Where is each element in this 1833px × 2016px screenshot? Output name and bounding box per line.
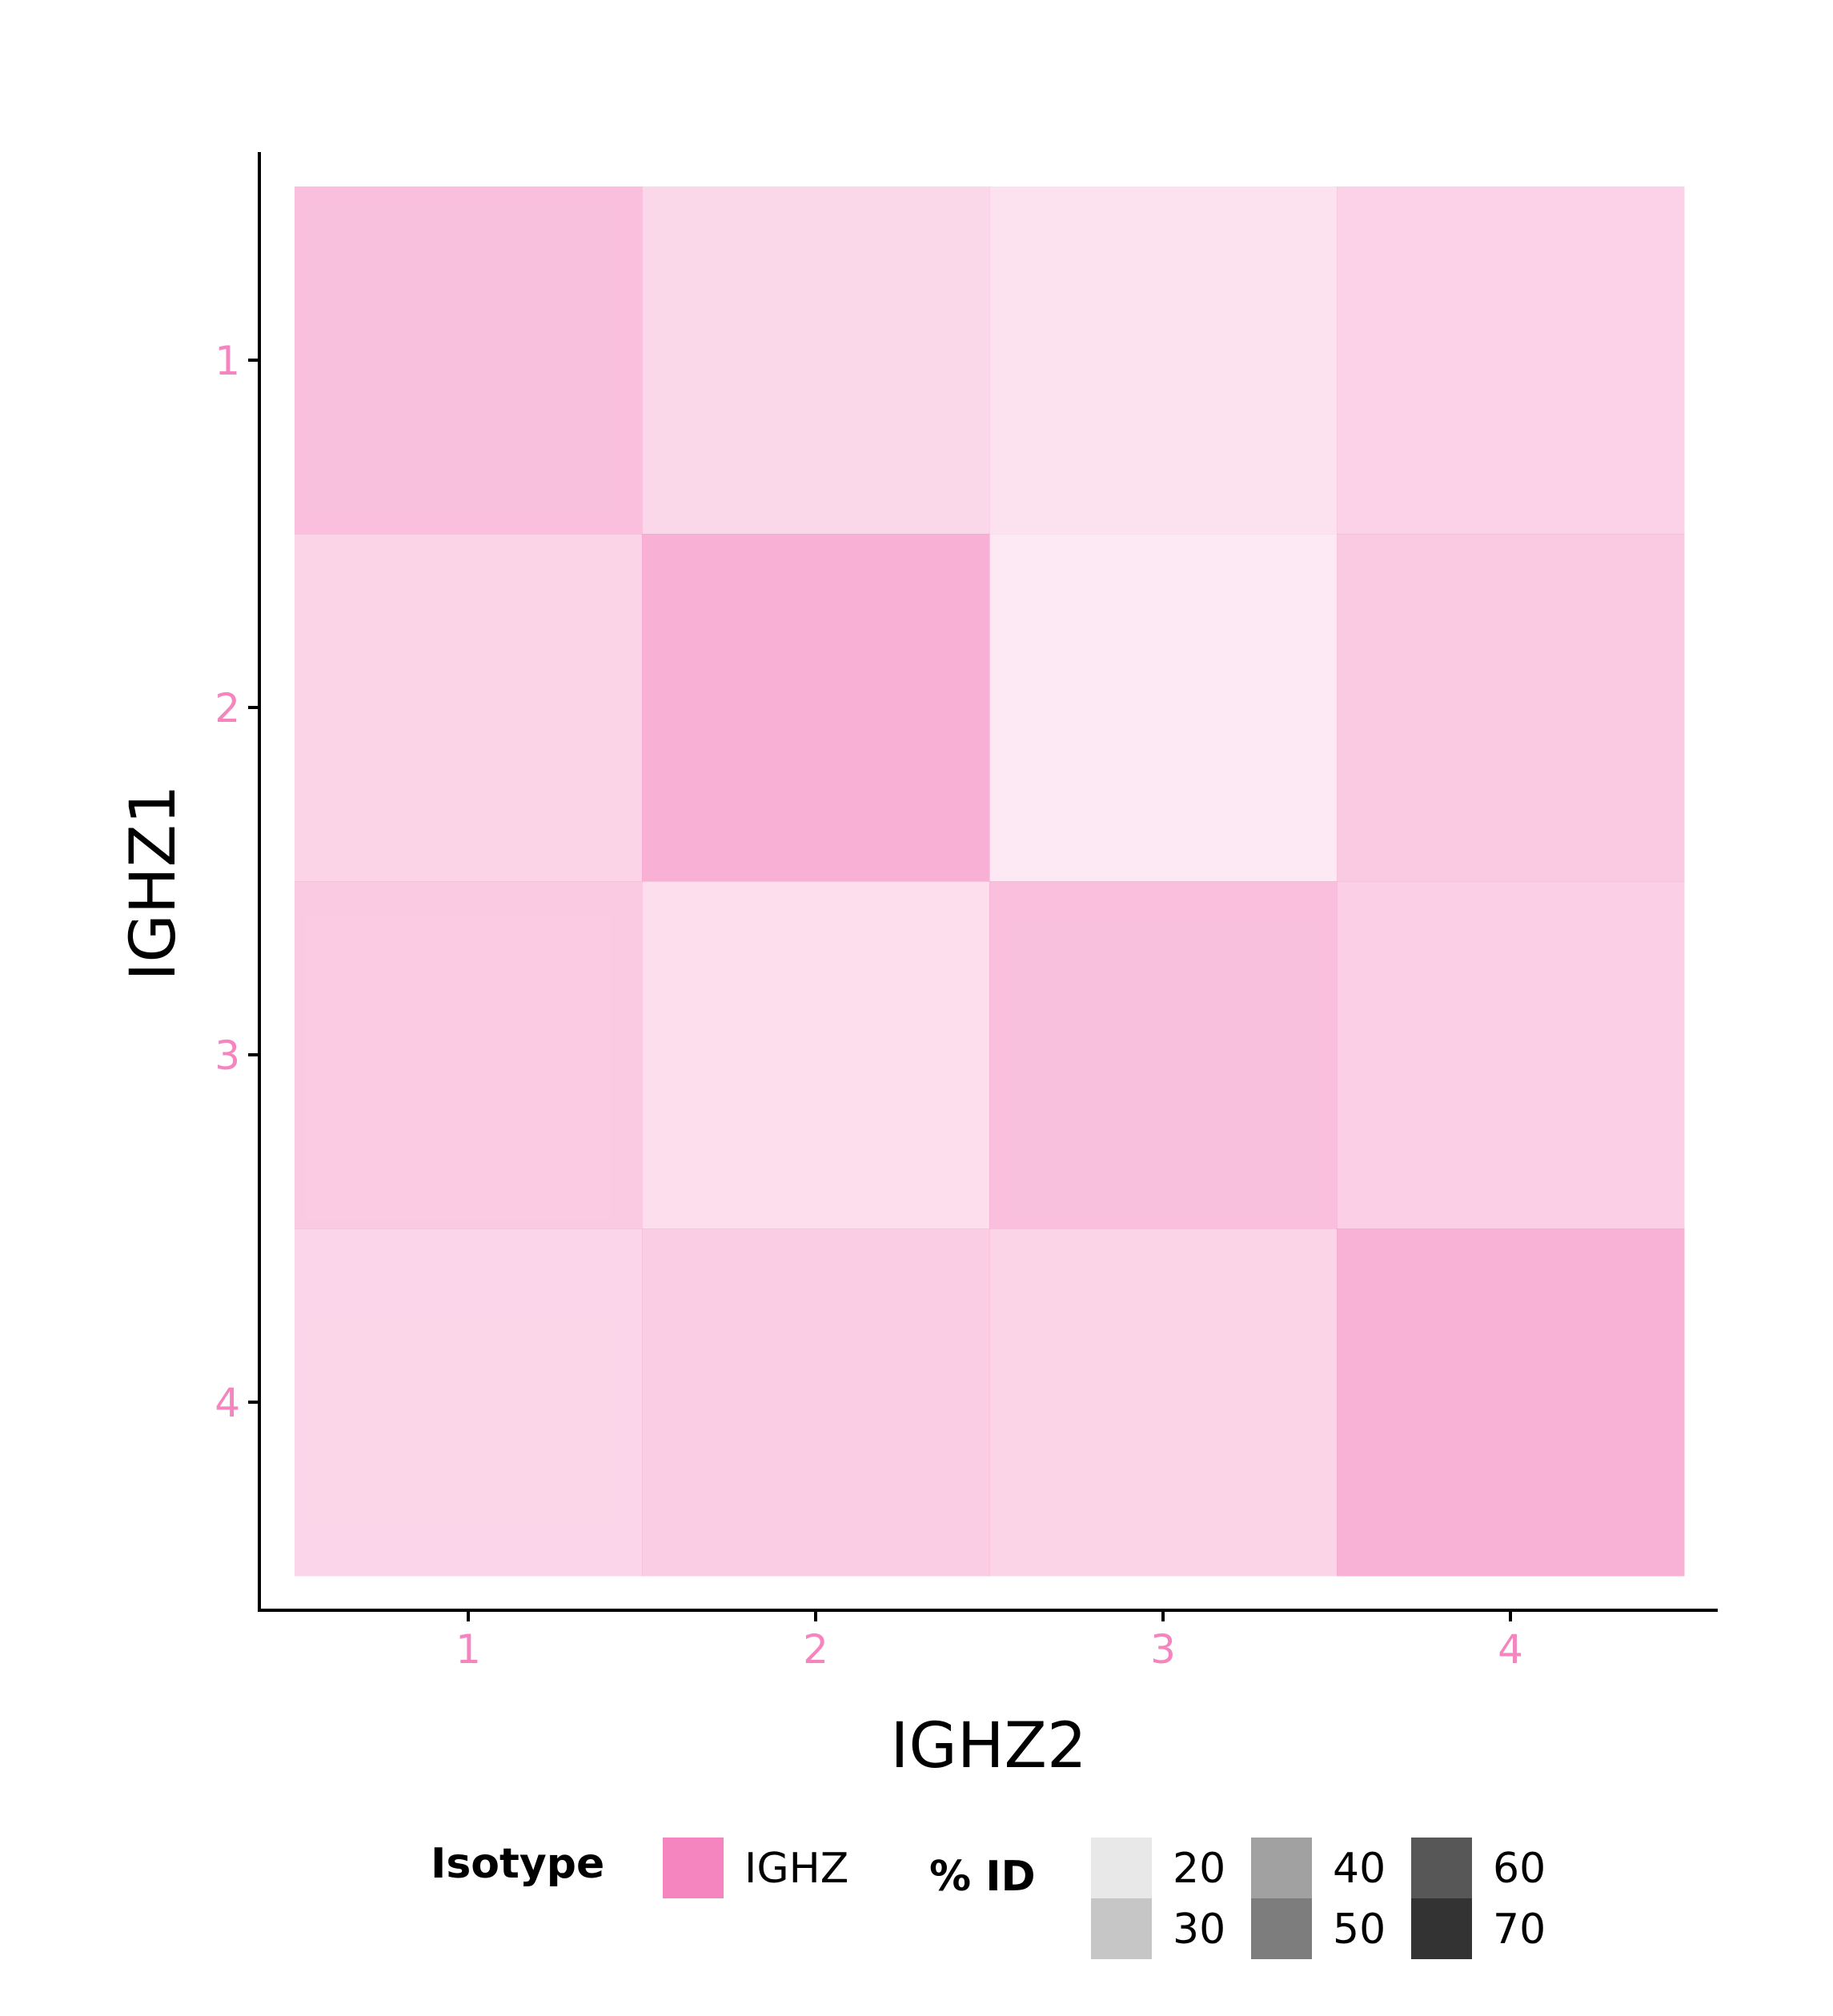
legend-percent-id-label: 30 [1173, 1906, 1225, 1954]
legend-percent-id-title: % ID [929, 1853, 1036, 1901]
heatmap-cell [989, 186, 1338, 535]
legend-isotype-label: IGHZ [744, 1845, 848, 1893]
heatmap-cell [295, 1228, 643, 1577]
x-tick-label: 4 [1498, 1626, 1523, 1673]
y-axis-title: IGHZ1 [118, 784, 190, 980]
heatmap-cell [295, 534, 643, 882]
heatmap-cell [642, 186, 990, 535]
legend-percent-id-label: 20 [1173, 1845, 1225, 1893]
legend-percent-id-swatch [1251, 1838, 1312, 1898]
legend: Isotype IGHZ % ID 20 30 40 50 60 70 [431, 1838, 1546, 1959]
y-tick-label: 2 [215, 685, 240, 731]
legend-percent-id-label: 60 [1493, 1845, 1546, 1893]
heatmap-cell [989, 1228, 1338, 1577]
x-tick-label: 3 [1150, 1626, 1176, 1673]
heatmap-cell [642, 1228, 990, 1577]
legend-percent-id-label: 40 [1333, 1845, 1386, 1893]
y-axis-ticks: 1 2 3 4 [215, 338, 259, 1426]
heatmap-cells [295, 186, 1685, 1577]
legend-percent-id-swatch [1091, 1838, 1152, 1898]
legend-isotype-title: Isotype [431, 1840, 604, 1888]
legend-isotype-swatch [663, 1838, 724, 1898]
heatmap-cell [295, 186, 643, 535]
x-tick-label: 1 [455, 1626, 481, 1673]
heatmap-cell [989, 534, 1338, 882]
y-tick-label: 4 [215, 1380, 240, 1426]
legend-percent-id-label: 50 [1333, 1906, 1386, 1954]
legend-percent-id-label: 70 [1493, 1906, 1546, 1954]
heatmap-cell [1337, 534, 1685, 882]
legend-percent-id-keys: 20 30 40 50 60 70 [1091, 1838, 1546, 1959]
heatmap-cell [642, 534, 990, 882]
heatmap-cell [1337, 186, 1685, 535]
legend-percent-id-swatch [1411, 1838, 1472, 1898]
heatmap-cell [989, 881, 1338, 1229]
heatmap-cell [1337, 881, 1685, 1229]
heatmap-cell [1337, 1228, 1685, 1577]
legend-percent-id-swatch [1411, 1898, 1472, 1959]
x-tick-label: 2 [803, 1626, 828, 1673]
heatmap-cell [642, 881, 990, 1229]
legend-percent-id-swatch [1251, 1898, 1312, 1959]
x-axis-title: IGHZ2 [890, 1710, 1086, 1782]
y-tick-label: 1 [215, 338, 240, 384]
x-axis-ticks: 1 2 3 4 [455, 1610, 1523, 1673]
legend-percent-id-swatch [1091, 1898, 1152, 1959]
heatmap-cell [295, 881, 643, 1229]
y-tick-label: 3 [215, 1032, 240, 1079]
